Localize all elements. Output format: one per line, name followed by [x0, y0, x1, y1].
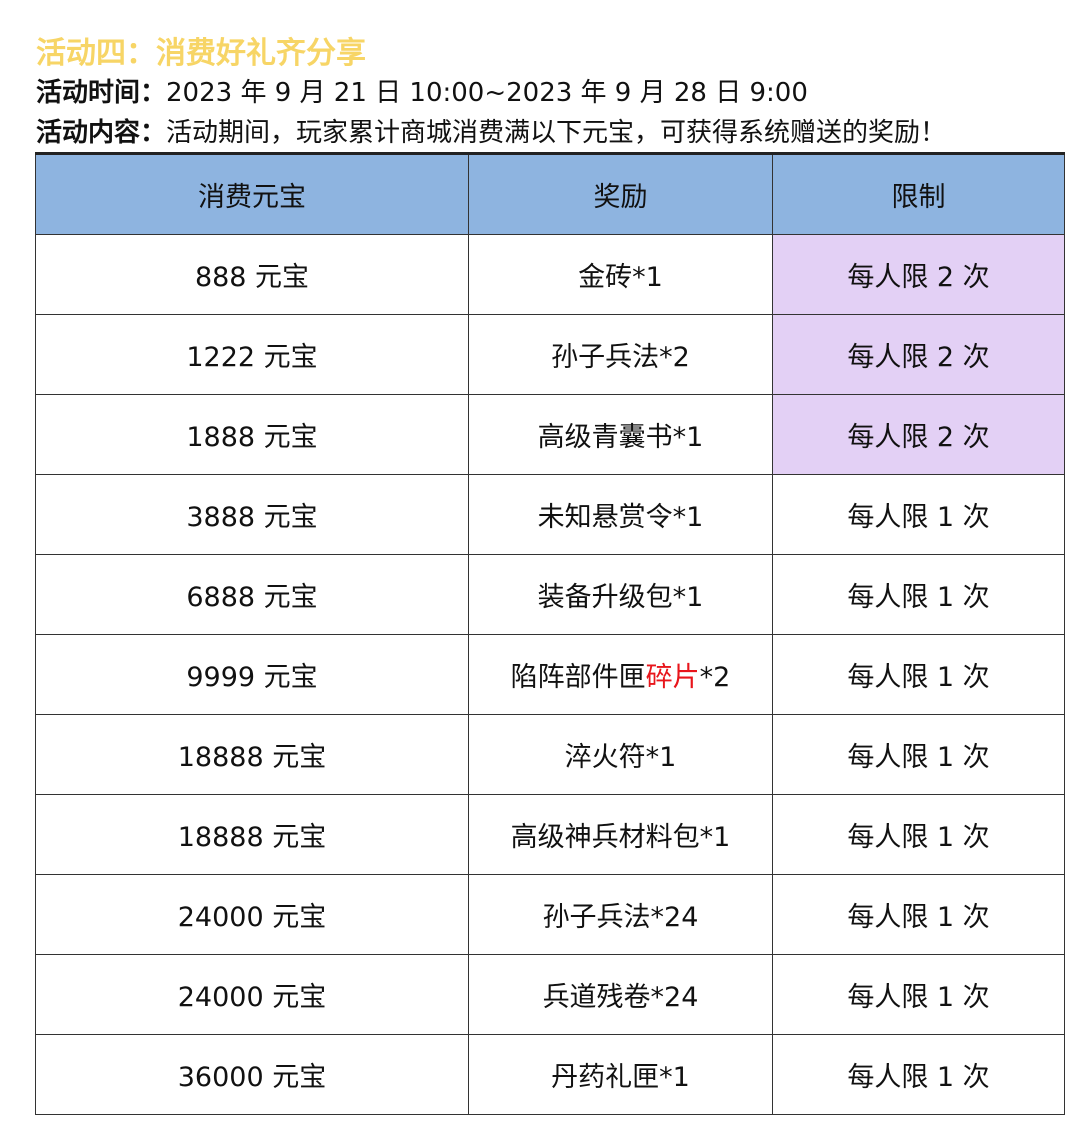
header-row: 消费元宝 奖励 限制: [35, 153, 1065, 235]
table-cell: 3888 元宝: [35, 474, 469, 555]
table-row: 888 元宝 金砖*1 每人限 2 次: [35, 234, 1065, 315]
table-row: 1222 元宝 孙子兵法*2 每人限 2 次: [35, 314, 1065, 395]
table-cell: 高级青囊书*1: [468, 394, 773, 475]
table-cell: 每人限 2 次: [772, 314, 1065, 395]
table-cell: 金砖*1: [468, 234, 773, 315]
table-row: 9999 元宝 陷阵部件匣碎片*2 每人限 1 次: [35, 634, 1065, 715]
table-cell: 每人限 1 次: [772, 874, 1065, 955]
table-cell: 每人限 1 次: [772, 954, 1065, 1035]
table-cell: 每人限 2 次: [772, 394, 1065, 475]
content: 活动期间，玩家累计商城消费满以下元宝，可获得系统赠送的奖励！: [166, 118, 947, 148]
table-cell: 9999 元宝: [35, 634, 469, 715]
table-cell: 24000 元宝: [35, 954, 469, 1035]
table-cell: 每人限 1 次: [772, 794, 1065, 875]
table-cell: 兵道残卷*24: [468, 954, 773, 1035]
cell-segment: 陷阵部件匣: [510, 662, 646, 693]
table-row: 3888 元宝 未知悬赏令*1 每人限 1 次: [35, 474, 1065, 555]
table-cell: 24000 元宝: [35, 874, 469, 955]
table-cell: 每人限 1 次: [772, 474, 1065, 555]
table-body: 888 元宝 金砖*1 每人限 2 次 1222 元宝 孙子兵法*2 每人限 2 次 188…: [35, 234, 1065, 1115]
cell-segment: *2: [699, 662, 731, 693]
table-cell: 每人限 1 次: [772, 714, 1065, 795]
table-cell: 高级神兵材料包*1: [468, 794, 773, 875]
table-cell: 6888 元宝: [35, 554, 469, 635]
reward-table: 消费元宝 奖励 限制 888 元宝 金砖*1 每人限 2 次 1222 元宝 孙子兵法*2 每…: [35, 152, 1065, 1115]
table-row: 18888 元宝 淬火符*1 每人限 1 次: [35, 714, 1065, 795]
table-row: 1888 元宝 高级青囊书*1 每人限 2 次: [35, 394, 1065, 475]
title: 活动四：消费好礼齐分享: [36, 36, 366, 71]
table-cell: 孙子兵法*24: [468, 874, 773, 955]
table-cell: 每人限 1 次: [772, 634, 1065, 715]
table-cell: 每人限 1 次: [772, 1034, 1065, 1115]
table-cell: 1222 元宝: [35, 314, 469, 395]
table-row: 24000 元宝 孙子兵法*24 每人限 1 次: [35, 874, 1065, 955]
table-row: 6888 元宝 装备升级包*1 每人限 1 次: [35, 554, 1065, 635]
column-header: 消费元宝: [35, 153, 469, 235]
table-cell: 陷阵部件匣碎片*2: [468, 634, 773, 715]
table-cell: 每人限 1 次: [772, 554, 1065, 635]
column-header: 限制: [772, 153, 1065, 235]
table-cell: 装备升级包*1: [468, 554, 773, 635]
table-row: 36000 元宝 丹药礼匣*1 每人限 1 次: [35, 1034, 1065, 1115]
table-row: 18888 元宝 高级神兵材料包*1 每人限 1 次: [35, 794, 1065, 875]
table-cell: 淬火符*1: [468, 714, 773, 795]
table-cell: 每人限 2 次: [772, 234, 1065, 315]
table-cell: 未知悬赏令*1: [468, 474, 773, 555]
table-cell: 888 元宝: [35, 234, 469, 315]
table-cell: 1888 元宝: [35, 394, 469, 475]
time-line: 活动时间：2023 年 9 月 21 日 10:00~2023 年 9 月 28…: [36, 72, 808, 109]
cell-segment: 碎片: [645, 662, 700, 693]
time: 2023 年 9 月 21 日 10:00~2023 年 9 月 28 日 9:…: [166, 78, 808, 108]
table-row: 24000 元宝 兵道残卷*24 每人限 1 次: [35, 954, 1065, 1035]
table-cell: 18888 元宝: [35, 714, 469, 795]
column-header: 奖励: [468, 153, 773, 235]
table-cell: 18888 元宝: [35, 794, 469, 875]
table-cell: 丹药礼匣*1: [468, 1034, 773, 1115]
table-cell: 孙子兵法*2: [468, 314, 773, 395]
table-cell: 36000 元宝: [35, 1034, 469, 1115]
content-label: 活动内容：: [36, 118, 167, 148]
time-label: 活动时间：: [36, 78, 167, 108]
content-line: 活动内容：活动期间，玩家累计商城消费满以下元宝，可获得系统赠送的奖励！: [36, 112, 946, 149]
